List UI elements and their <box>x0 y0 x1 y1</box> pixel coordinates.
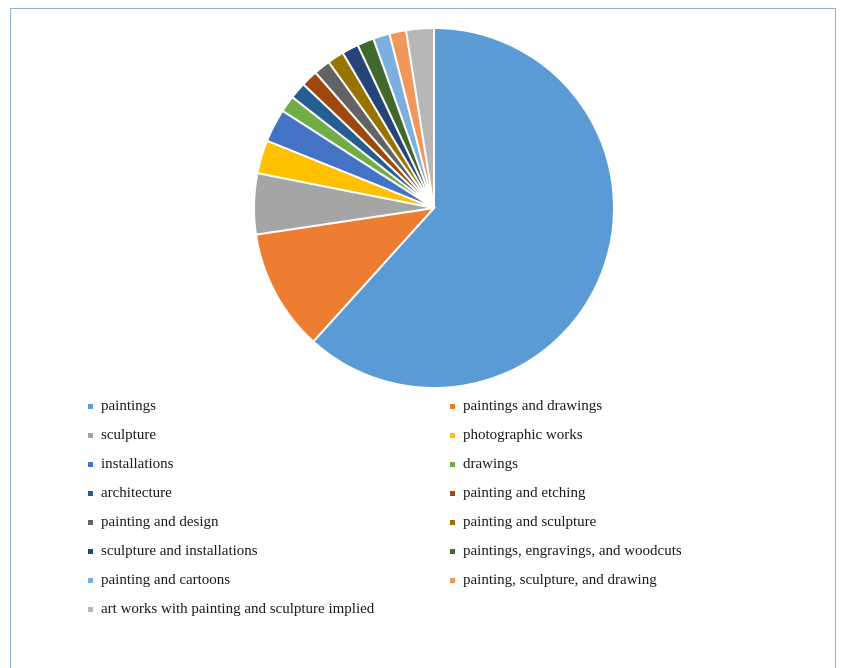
legend-label-5: drawings <box>463 456 518 472</box>
legend-item-1: paintings and drawings <box>450 392 788 421</box>
legend-swatch-6 <box>88 491 93 496</box>
legend-item-12: painting and cartoons <box>88 566 450 595</box>
legend-swatch-1 <box>450 404 455 409</box>
legend-item-4: installations <box>88 450 450 479</box>
legend-item-11: paintings, engravings, and woodcuts <box>450 537 788 566</box>
legend-swatch-9 <box>450 520 455 525</box>
legend-item-13: painting, sculpture, and drawing <box>450 566 788 595</box>
legend-swatch-2 <box>88 433 93 438</box>
legend-item-2: sculpture <box>88 421 450 450</box>
legend-swatch-3 <box>450 433 455 438</box>
legend-item-14: art works with painting and sculpture im… <box>88 595 788 624</box>
legend-item-7: painting and etching <box>450 479 788 508</box>
legend-label-2: sculpture <box>101 427 156 443</box>
legend-label-11: paintings, engravings, and woodcuts <box>463 543 682 559</box>
legend-label-14: art works with painting and sculpture im… <box>101 601 375 617</box>
legend-swatch-13 <box>450 578 455 583</box>
legend-item-3: photographic works <box>450 421 788 450</box>
legend-swatch-4 <box>88 462 93 467</box>
legend-item-5: drawings <box>450 450 788 479</box>
chart-legend: paintings paintings and drawings sculpture… <box>88 392 788 624</box>
legend-label-8: painting and design <box>101 514 219 530</box>
pie-slice-0 <box>311 26 615 389</box>
legend-swatch-8 <box>88 520 93 525</box>
legend-label-4: installations <box>101 456 174 472</box>
chart-frame <box>10 8 836 668</box>
legend-swatch-11 <box>450 549 455 554</box>
legend-swatch-0 <box>88 404 93 409</box>
legend-swatch-7 <box>450 491 455 496</box>
pie-chart <box>253 26 615 389</box>
pie-slice-14 <box>404 26 435 209</box>
legend-label-1: paintings and drawings <box>463 398 603 414</box>
legend-label-7: painting and etching <box>463 485 586 501</box>
legend-item-8: painting and design <box>88 508 450 537</box>
legend-item-0: paintings <box>88 392 450 421</box>
legend-label-0: paintings <box>101 398 156 414</box>
legend-item-9: painting and sculpture <box>450 508 788 537</box>
legend-swatch-12 <box>88 578 93 583</box>
legend-swatch-14 <box>88 607 93 612</box>
legend-label-6: architecture <box>101 485 172 501</box>
legend-item-6: architecture <box>88 479 450 508</box>
legend-label-10: sculpture and installations <box>101 543 258 559</box>
pie-slice-1 <box>254 206 437 343</box>
legend-label-13: painting, sculpture, and drawing <box>463 572 657 588</box>
legend-item-10: sculpture and installations <box>88 537 450 566</box>
legend-swatch-10 <box>88 549 93 554</box>
legend-swatch-5 <box>450 462 455 467</box>
legend-label-12: painting and cartoons <box>101 572 231 588</box>
legend-label-3: photographic works <box>463 427 583 443</box>
legend-label-9: painting and sculpture <box>463 514 597 530</box>
